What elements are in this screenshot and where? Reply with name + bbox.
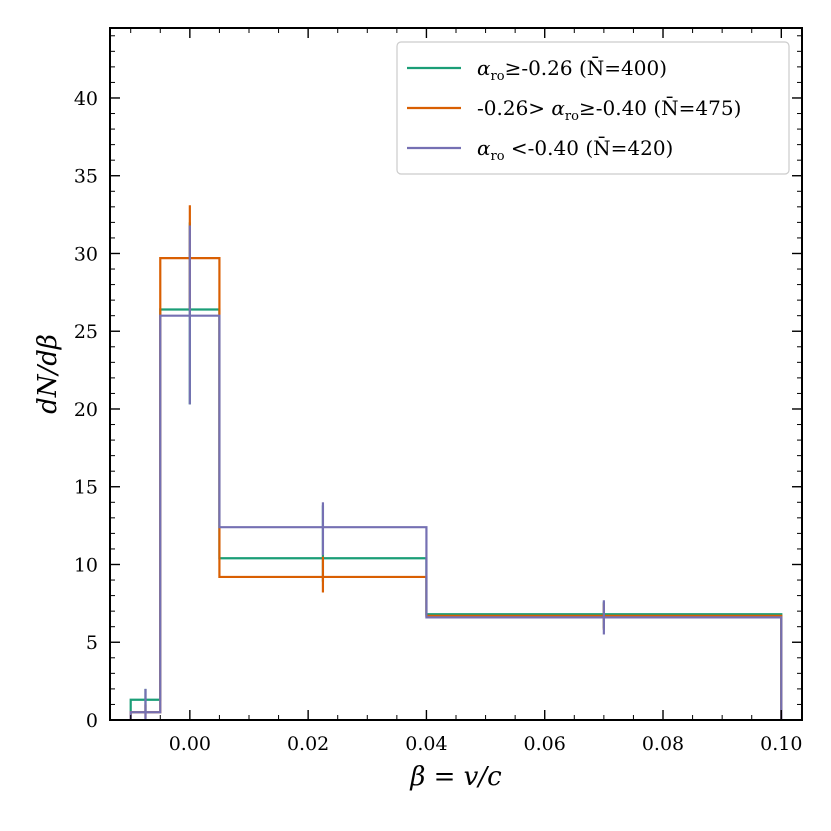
y-tick-label: 15	[74, 477, 98, 499]
series-0	[129, 222, 783, 720]
axis-labels: β = v/c dN/dβ	[33, 334, 502, 792]
y-tick-label: 5	[86, 632, 98, 654]
series-2-step-line	[129, 314, 783, 720]
series-layer	[129, 205, 783, 720]
legend-item-2: αro <-0.40 (N̄=420)	[407, 135, 673, 164]
series-0-step-line	[129, 308, 783, 720]
y-tick-label: 25	[74, 321, 98, 343]
y-tick-label: 35	[74, 166, 98, 188]
x-tick-label: 0.10	[760, 733, 802, 755]
legend-item-1: -0.26> αro≥-0.40 (N̄=475)	[407, 95, 741, 124]
x-tick-label: 0.06	[524, 733, 566, 755]
series-2	[129, 225, 783, 720]
legend-item-0: αro≥-0.26 (N̄=400)	[407, 55, 667, 84]
legend: αro≥-0.26 (N̄=400) -0.26> αro≥-0.40 (N̄=4…	[396, 41, 790, 175]
x-tick-label: 0.08	[642, 733, 684, 755]
y-tick-label: 0	[86, 710, 98, 732]
legend-label-2: αro <-0.40 (N̄=420)	[477, 135, 673, 164]
ticks-layer: 0.00 0.02 0.04 0.06 0.08 0.10 0 5 10 15 20 25 30 35 40	[74, 28, 802, 755]
legend-label-1: -0.26> αro≥-0.40 (N̄=475)	[477, 95, 741, 124]
series-1-step-line	[129, 257, 783, 720]
series-1	[129, 205, 783, 720]
x-axis-label: β = v/c	[409, 762, 502, 792]
x-tick-label: 0.04	[405, 733, 447, 755]
y-axis-label: dN/dβ	[33, 334, 63, 414]
legend-box	[396, 41, 790, 175]
y-tick-label: 30	[74, 243, 98, 265]
y-tick-label: 40	[74, 88, 98, 110]
y-tick-label: 10	[74, 554, 98, 576]
legend-label-0: αro≥-0.26 (N̄=400)	[477, 55, 667, 84]
x-tick-label: 0.02	[287, 733, 329, 755]
y-tick-label: 20	[74, 399, 98, 421]
x-tick-label: 0.00	[169, 733, 211, 755]
